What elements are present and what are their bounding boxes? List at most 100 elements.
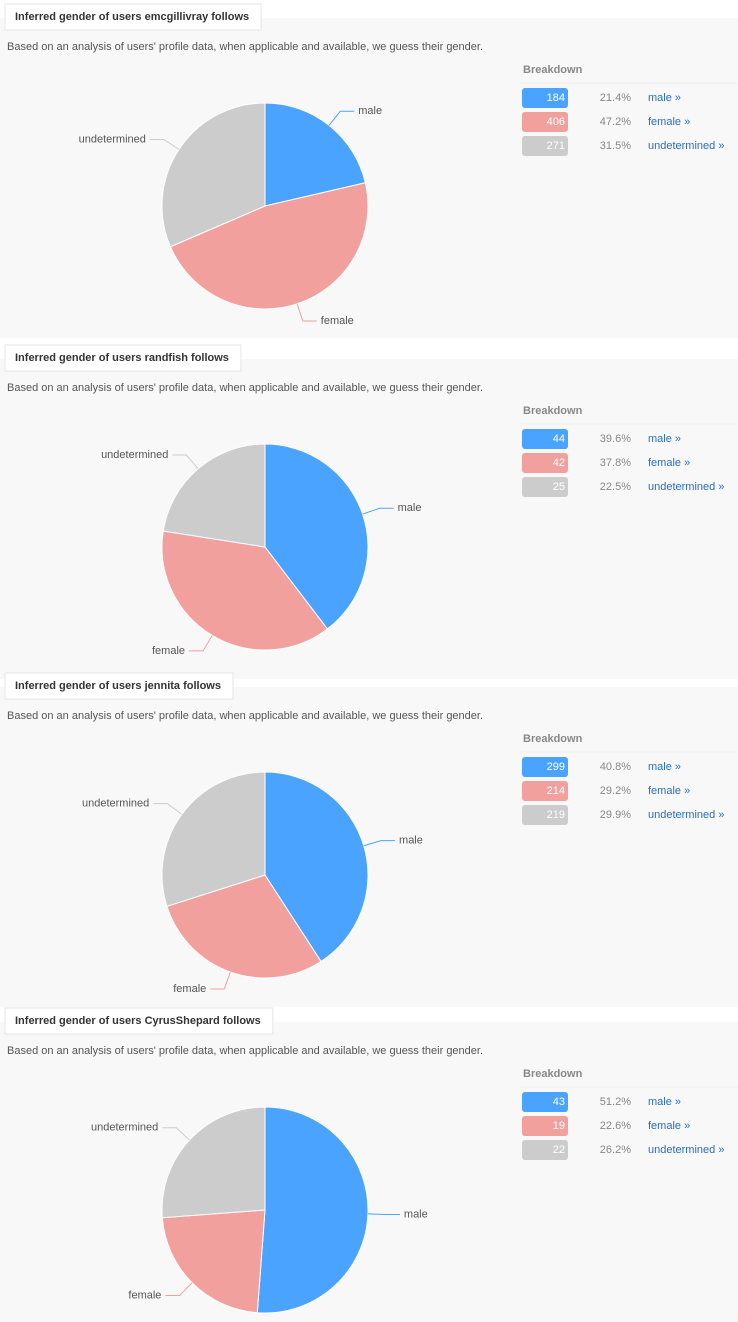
count: 22 — [553, 1144, 565, 1156]
breakdown-heading: Breakdown — [523, 1068, 583, 1080]
subtitle: Based on an analysis of users' profile d… — [7, 1045, 483, 1057]
count: 42 — [553, 457, 565, 469]
panel — [0, 359, 738, 679]
breakdown-link[interactable]: female » — [648, 1120, 690, 1132]
leader-line — [165, 1282, 193, 1297]
count: 299 — [547, 761, 565, 773]
slice-label: male — [399, 835, 423, 847]
breakdown-link[interactable]: undetermined » — [648, 140, 724, 152]
count: 184 — [547, 92, 565, 104]
slice-label: undetermined — [91, 1122, 158, 1134]
panel-title: Inferred gender of users randfish follow… — [15, 352, 229, 364]
breakdown-link[interactable]: undetermined » — [648, 1144, 724, 1156]
percent: 51.2% — [600, 1096, 631, 1108]
leader-line — [362, 507, 394, 515]
percent: 40.8% — [600, 761, 631, 773]
count: 271 — [547, 140, 565, 152]
percent: 26.2% — [600, 1144, 631, 1156]
count-badge — [522, 781, 568, 801]
subtitle: Based on an analysis of users' profile d… — [7, 41, 483, 53]
breakdown-link[interactable]: male » — [648, 1096, 681, 1108]
panel-title: Inferred gender of users emcgillivray fo… — [15, 11, 249, 23]
percent: 22.5% — [600, 481, 631, 493]
percent: 29.9% — [600, 809, 631, 821]
leader-line — [153, 803, 183, 815]
leader-line — [189, 635, 213, 652]
breakdown-link[interactable]: female » — [648, 457, 690, 469]
slice-label: male — [358, 105, 382, 117]
count-badge — [522, 805, 568, 825]
percent: 47.2% — [600, 116, 631, 128]
slice-label: female — [152, 645, 185, 657]
panel-title: Inferred gender of users jennita follows — [15, 680, 221, 692]
title-tab — [4, 1007, 274, 1035]
breakdown-link[interactable]: undetermined » — [648, 809, 724, 821]
breakdown-link[interactable]: undetermined » — [648, 481, 724, 493]
count-badge — [522, 477, 568, 497]
leader-line — [172, 454, 199, 470]
slice-label: undetermined — [101, 449, 168, 461]
breakdown-link[interactable]: female » — [648, 116, 690, 128]
slice-label: undetermined — [79, 133, 146, 145]
count: 19 — [553, 1120, 565, 1132]
leader-line — [367, 1213, 400, 1216]
leader-line — [210, 971, 231, 990]
breakdown-heading: Breakdown — [523, 64, 583, 76]
pie-slice — [169, 182, 369, 310]
panel — [0, 1022, 738, 1322]
count-badge — [522, 1092, 568, 1112]
slice-label: female — [128, 1289, 161, 1301]
percent: 31.5% — [600, 140, 631, 152]
panel-title: Inferred gender of users CyrusShepard fo… — [15, 1015, 261, 1027]
leader-line — [149, 138, 180, 150]
count-badge — [522, 429, 568, 449]
count-badge — [522, 136, 568, 156]
count: 214 — [547, 785, 565, 797]
pie-slice — [166, 874, 322, 979]
breakdown-heading: Breakdown — [523, 405, 583, 417]
pie-slice — [161, 771, 266, 907]
breakdown-link[interactable]: female » — [648, 785, 690, 797]
subtitle: Based on an analysis of users' profile d… — [7, 382, 483, 394]
count-badge — [522, 112, 568, 132]
panel — [0, 18, 738, 338]
leader-line — [363, 840, 396, 847]
pie-slice — [161, 1106, 266, 1219]
pie-slice — [161, 102, 266, 248]
count: 44 — [553, 433, 565, 445]
count-badge — [522, 1116, 568, 1136]
count-badge — [522, 453, 568, 473]
percent: 21.4% — [600, 92, 631, 104]
title-tab — [4, 3, 262, 31]
pie-slice — [264, 102, 366, 207]
leader-line — [328, 110, 355, 126]
percent: 29.2% — [600, 785, 631, 797]
percent: 37.8% — [600, 457, 631, 469]
count: 43 — [553, 1096, 565, 1108]
slice-label: female — [173, 983, 206, 995]
subtitle: Based on an analysis of users' profile d… — [7, 710, 483, 722]
leader-line — [296, 303, 317, 322]
slice-label: undetermined — [82, 798, 149, 810]
breakdown-link[interactable]: male » — [648, 92, 681, 104]
slice-label: female — [321, 315, 354, 327]
count: 25 — [553, 481, 565, 493]
breakdown-heading: Breakdown — [523, 733, 583, 745]
leader-line — [162, 1127, 190, 1141]
panel — [0, 687, 738, 1007]
count-badge — [522, 757, 568, 777]
slice-label: male — [398, 502, 422, 514]
pie-slice — [161, 530, 329, 651]
title-tab — [4, 344, 242, 372]
breakdown-link[interactable]: male » — [648, 761, 681, 773]
title-tab — [4, 672, 234, 700]
slice-label: male — [404, 1208, 428, 1220]
count: 406 — [547, 116, 565, 128]
percent: 22.6% — [600, 1120, 631, 1132]
breakdown-link[interactable]: male » — [648, 433, 681, 445]
count-badge — [522, 1140, 568, 1160]
pie-slice — [161, 1209, 266, 1314]
percent: 39.6% — [600, 433, 631, 445]
count-badge — [522, 88, 568, 108]
